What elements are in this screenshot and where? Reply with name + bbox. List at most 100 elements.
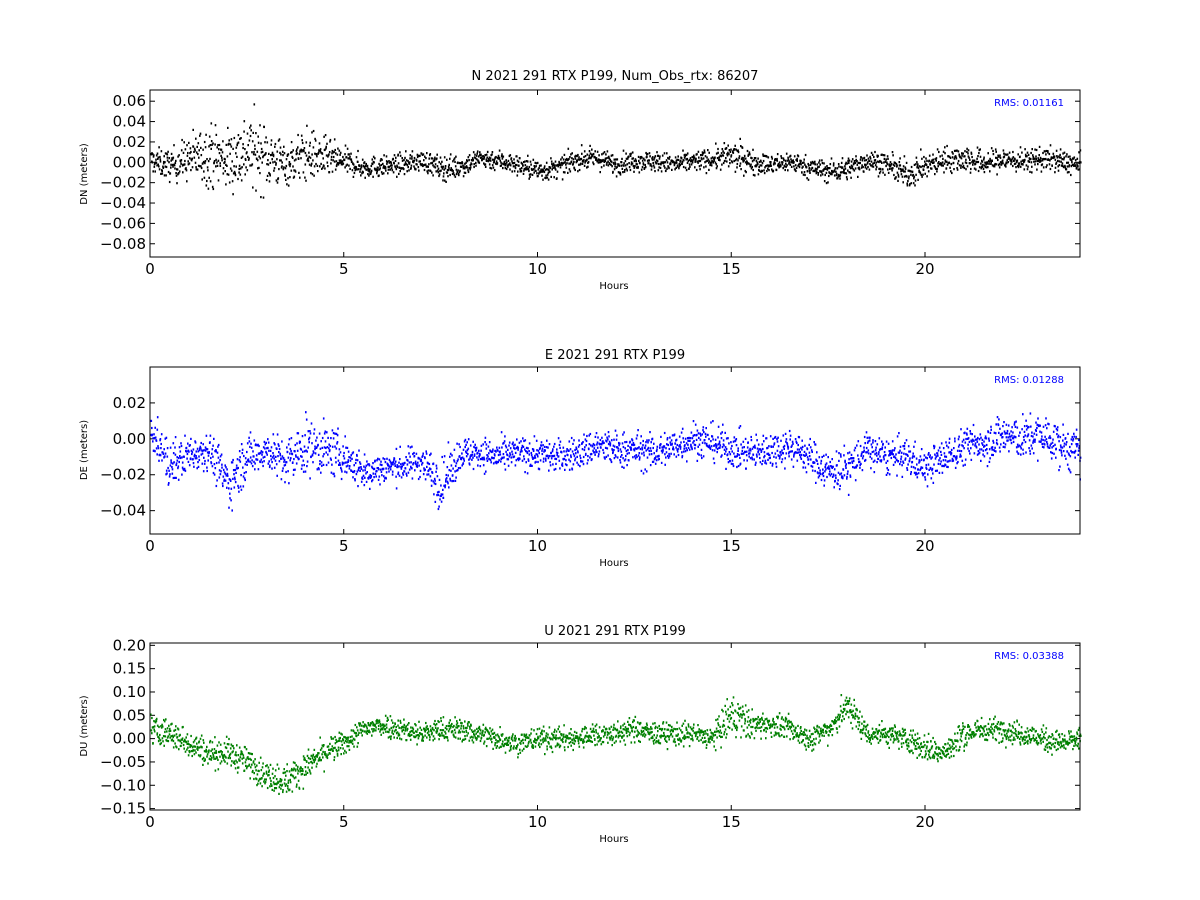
data-point (716, 447, 719, 451)
data-point (771, 451, 773, 455)
data-point (259, 157, 262, 160)
data-point (425, 157, 427, 160)
data-point (222, 140, 224, 143)
data-point (413, 159, 415, 162)
data-point (642, 162, 645, 165)
data-point (948, 161, 951, 164)
data-point (397, 162, 400, 165)
data-point (979, 155, 982, 158)
data-point (411, 157, 413, 160)
data-point (664, 161, 666, 164)
data-point (366, 471, 368, 474)
data-point (216, 164, 219, 167)
data-point (471, 453, 474, 456)
data-point (748, 452, 750, 455)
data-point (666, 438, 669, 441)
data-point (686, 161, 689, 164)
data-point (574, 448, 576, 452)
data-point (838, 488, 841, 491)
data-point (620, 450, 623, 453)
data-point (401, 465, 403, 468)
data-point (911, 170, 914, 173)
rms-annotation: RMS: 0.01288 (994, 375, 1064, 386)
data-point (189, 444, 191, 447)
data-point (452, 172, 455, 175)
data-point (887, 442, 890, 445)
data-point (592, 449, 594, 452)
data-point (507, 458, 510, 461)
data-point (650, 441, 652, 444)
data-point (847, 157, 850, 160)
data-point (231, 509, 233, 512)
x-axis-label: Hours (599, 558, 628, 569)
data-point (748, 449, 750, 452)
data-point (928, 468, 930, 471)
data-point (825, 171, 828, 174)
data-point (674, 161, 677, 164)
data-point (867, 452, 870, 455)
data-point (727, 461, 730, 464)
data-point (535, 165, 537, 168)
data-point (872, 165, 875, 168)
data-point (294, 468, 296, 471)
data-point (289, 452, 291, 455)
data-point (263, 125, 265, 129)
data-point (1010, 158, 1013, 161)
data-point (461, 162, 464, 165)
data-point (690, 431, 693, 434)
data-point (977, 169, 980, 173)
data-point (973, 452, 976, 455)
data-point (899, 463, 901, 466)
data-point (931, 469, 933, 472)
data-point (788, 452, 790, 455)
data-point (383, 479, 385, 482)
data-point (662, 448, 664, 451)
data-point (226, 474, 229, 477)
data-point (549, 454, 551, 458)
data-point (535, 439, 538, 442)
data-point (913, 445, 915, 448)
data-point (269, 174, 271, 177)
data-point (439, 170, 441, 173)
data-point (155, 154, 158, 157)
data-point (374, 157, 376, 160)
data-point (938, 150, 940, 154)
data-point (998, 155, 1000, 158)
data-point (891, 440, 894, 443)
data-point (607, 431, 610, 434)
data-point (290, 449, 292, 453)
data-point (305, 411, 307, 414)
data-point (733, 452, 735, 455)
data-point (653, 166, 656, 169)
data-point (410, 465, 412, 468)
data-point (379, 463, 382, 466)
data-point (1051, 164, 1053, 167)
data-point (431, 157, 434, 160)
data-point (299, 150, 301, 153)
data-point (195, 457, 198, 460)
data-point (202, 470, 205, 473)
data-point (736, 465, 738, 469)
data-point (855, 158, 857, 161)
x-tick-label: 5 (339, 537, 349, 555)
data-point (506, 161, 508, 164)
data-point (356, 459, 359, 462)
data-point (347, 464, 349, 467)
data-point (555, 457, 558, 461)
data-point (580, 460, 582, 463)
data-point (257, 468, 260, 471)
data-point (521, 444, 524, 447)
data-point (634, 447, 637, 450)
data-point (313, 451, 315, 454)
data-point (614, 162, 617, 165)
data-point (731, 444, 733, 448)
y-axis-label: DE (meters) (79, 420, 90, 480)
data-point (708, 437, 710, 441)
data-point (310, 172, 312, 175)
data-point (856, 163, 859, 166)
data-point (520, 448, 523, 451)
data-point (268, 460, 270, 463)
data-point (162, 162, 165, 165)
data-point (194, 441, 197, 444)
data-point (755, 461, 757, 464)
